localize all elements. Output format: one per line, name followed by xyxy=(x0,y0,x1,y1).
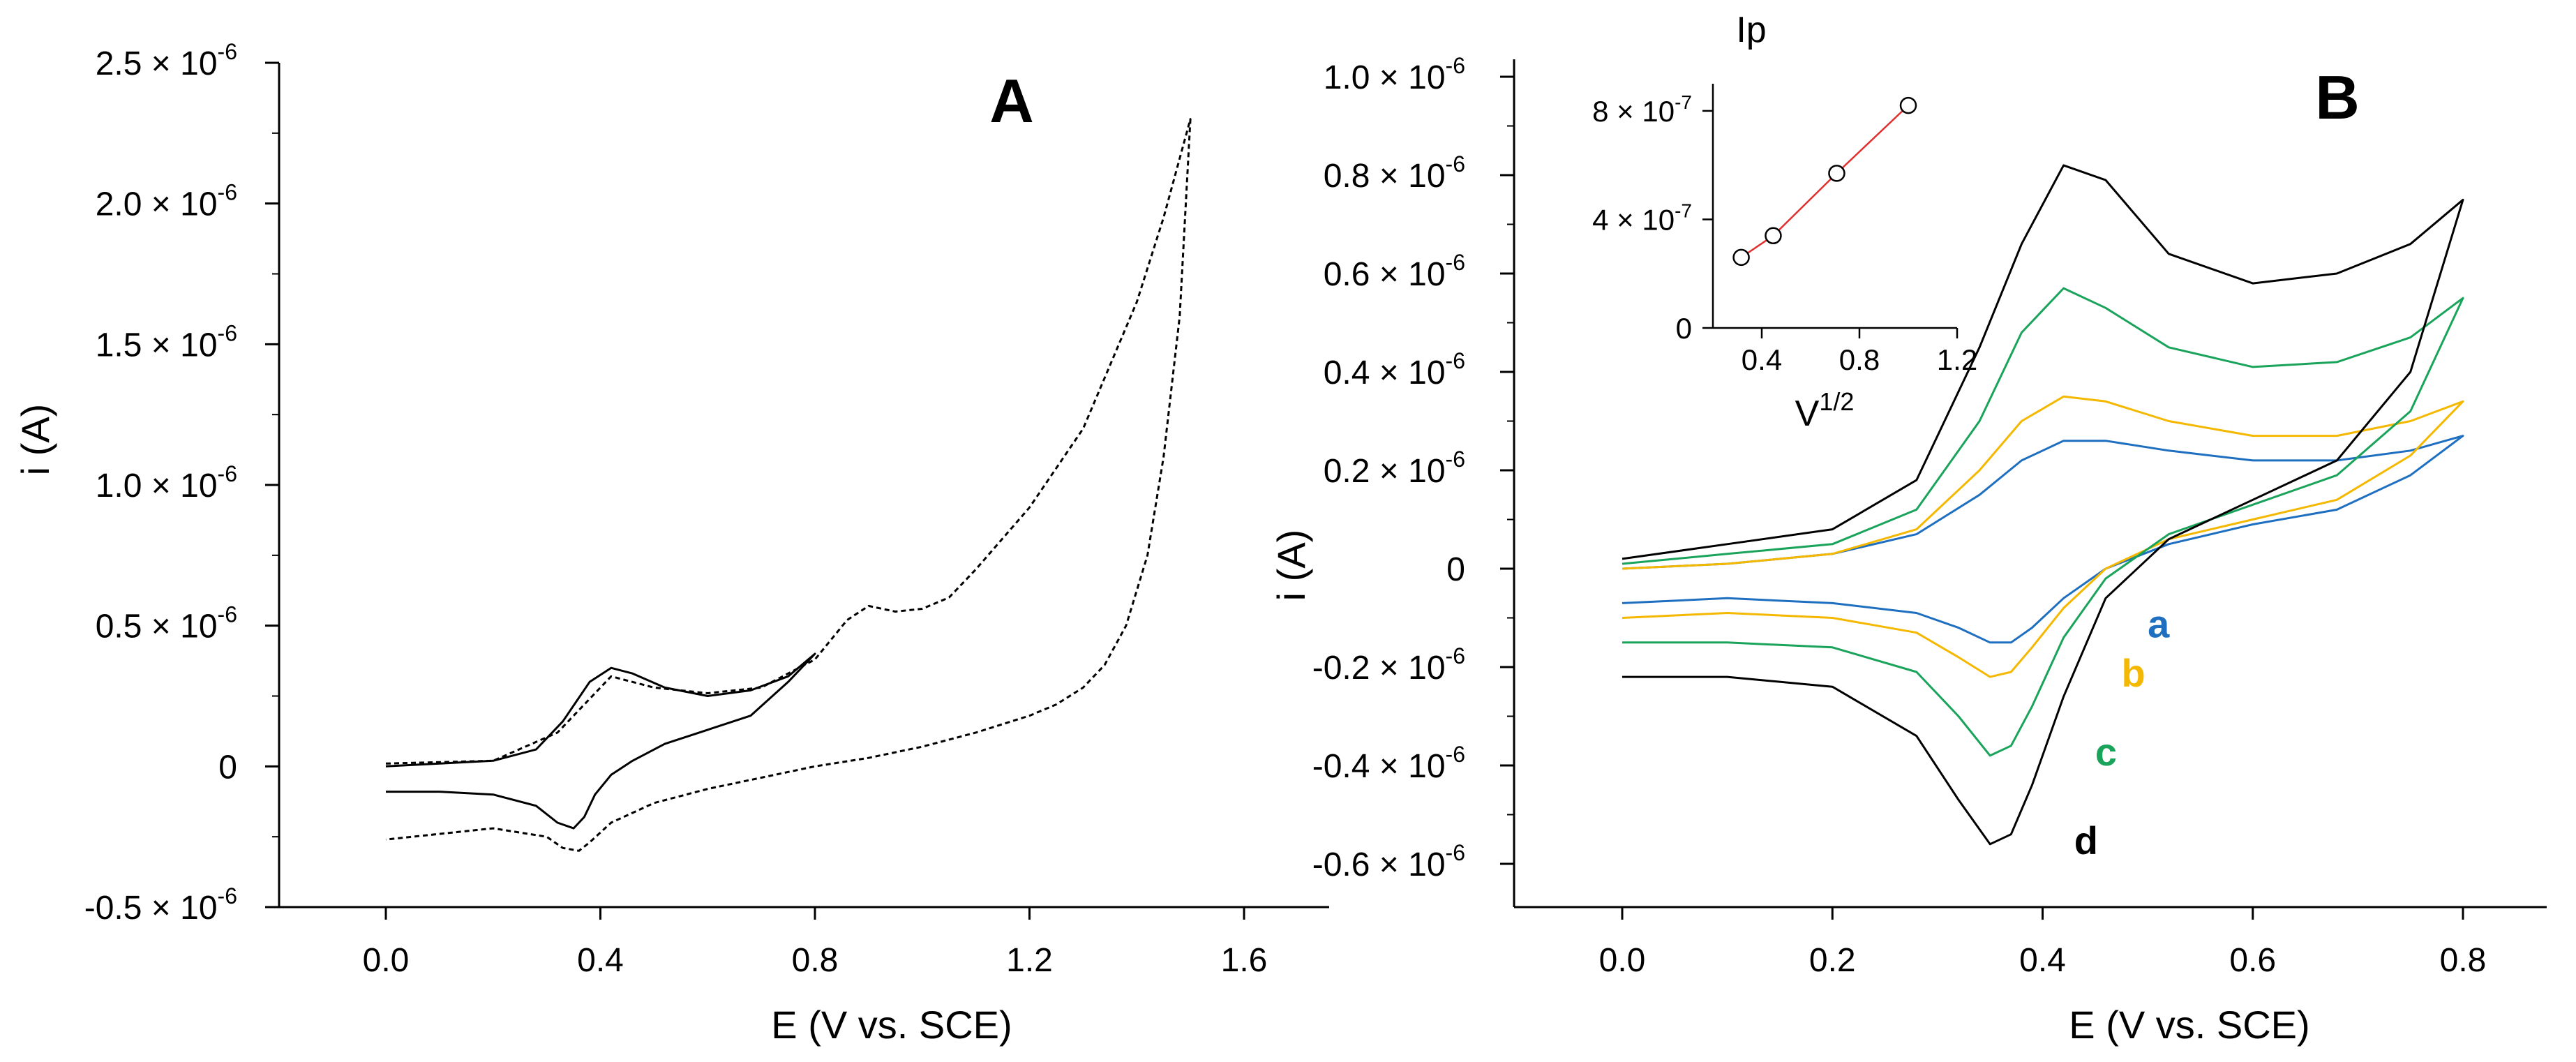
y-tick-label-a-exp: -6 xyxy=(218,39,237,64)
y-tick-label-a-exp: -6 xyxy=(218,883,237,908)
y-tick-label-b-exp: -6 xyxy=(1446,53,1465,78)
inset-title: Ip xyxy=(1736,10,1766,50)
x-tick-label-a: 0.4 xyxy=(577,942,624,979)
inset-data-point xyxy=(1732,248,1750,267)
x-axis-title-b: E (V vs. SCE) xyxy=(2069,1003,2309,1047)
y-tick-label-b-base: -0.2 × 10 xyxy=(1312,650,1446,687)
y-tick-label-b: 0.6 × 10-6 xyxy=(1324,250,1465,293)
series-line-a-2 xyxy=(385,118,1192,852)
panel-label-b: B xyxy=(2315,63,2360,132)
y-tick-label-a: 1.0 × 10-6 xyxy=(96,461,237,504)
y-tick-label-b: 0 xyxy=(1446,551,1465,588)
y-tick-label-b-base: 0.4 × 10 xyxy=(1324,354,1446,391)
x-tick-label-b: 0.6 xyxy=(2229,942,2276,979)
curve-label-d: d xyxy=(2074,818,2098,862)
inset-data-point xyxy=(1765,227,1782,245)
y-tick-label-b: -0.2 × 10-6 xyxy=(1312,643,1465,687)
y-tick-label-b-base: -0.4 × 10 xyxy=(1312,748,1446,785)
y-axis-title-b: i (A) xyxy=(1269,530,1313,601)
inset-y-tick-label: 0 xyxy=(1676,312,1692,345)
series-line-d xyxy=(1622,164,2464,846)
x-axis-title-a: E (V vs. SCE) xyxy=(771,1003,1012,1047)
y-tick-label-a: 0.5 × 10-6 xyxy=(96,602,237,645)
y-tick-label-b-base: 1.0 × 10 xyxy=(1324,59,1446,96)
curve-label-a: a xyxy=(2148,602,2170,646)
y-tick-label-a: -0.5 × 10-6 xyxy=(84,883,237,927)
inset-data-point xyxy=(1899,96,1917,114)
chart-panel-a: -0.5 × 10-600.5 × 10-61.0 × 10-61.5 × 10… xyxy=(13,39,1329,1047)
y-tick-label-a: 1.5 × 10-6 xyxy=(96,320,237,364)
series-line-a-1 xyxy=(385,652,816,830)
inset-y-tick-label-exp: -7 xyxy=(1675,200,1692,221)
x-tick-label-b: 0.4 xyxy=(2019,942,2066,979)
y-axis-title-a: i (A) xyxy=(13,404,57,476)
inset-fit-line xyxy=(1740,105,1909,258)
inset-y-tick-label: 4 × 10-7 xyxy=(1592,200,1692,236)
y-tick-label-a: 0 xyxy=(218,749,237,786)
y-tick-label-b-exp: -6 xyxy=(1446,250,1465,275)
curve-label-b: b xyxy=(2121,651,2145,695)
y-tick-label-a: 2.5 × 10-6 xyxy=(96,39,237,82)
inset-x-axis-title-sup: 1/2 xyxy=(1819,387,1854,416)
inset-x-axis-title: V1/2 xyxy=(1795,387,1855,434)
y-tick-label-a: 2.0 × 10-6 xyxy=(96,180,237,223)
series-line-a xyxy=(1622,435,2464,644)
y-tick-label-b-base: -0.6 × 10 xyxy=(1312,846,1446,883)
y-tick-label-b: -0.4 × 10-6 xyxy=(1312,742,1465,785)
series-line-b xyxy=(1622,395,2464,678)
inset-x-tick-label: 0.4 xyxy=(1742,343,1782,376)
y-tick-label-a-base: 2.5 × 10 xyxy=(96,45,218,82)
y-tick-label-b-exp: -6 xyxy=(1446,742,1465,767)
chart-panel-b: -0.6 × 10-6-0.4 × 10-6-0.2 × 10-600.2 × … xyxy=(1269,10,2547,1047)
y-tick-label-a-exp: -6 xyxy=(218,602,237,627)
y-tick-label-a-exp: -6 xyxy=(218,320,237,345)
y-tick-label-b-exp: -6 xyxy=(1446,447,1465,472)
y-tick-label-a-base: 0.5 × 10 xyxy=(96,608,218,645)
inset-y-tick-label-base: 4 × 10 xyxy=(1592,203,1675,236)
y-tick-label-a-exp: -6 xyxy=(218,180,237,205)
inset-data-point xyxy=(1828,165,1845,182)
y-tick-label-b-base: 0.2 × 10 xyxy=(1324,453,1446,490)
x-tick-label-a: 1.2 xyxy=(1006,942,1053,979)
panel-label-a: A xyxy=(989,66,1034,135)
inset-y-tick-label-base: 0 xyxy=(1676,312,1692,345)
y-tick-label-a-base: 1.0 × 10 xyxy=(96,468,218,504)
x-tick-label-a: 0.0 xyxy=(363,942,410,979)
inset-x-tick-label: 0.8 xyxy=(1839,343,1880,376)
y-tick-label-b-base: 0.8 × 10 xyxy=(1324,158,1446,195)
y-tick-label-b-base: 0 xyxy=(1446,551,1465,588)
y-tick-label-a-base: 0 xyxy=(218,749,237,786)
y-tick-label-b: 0.8 × 10-6 xyxy=(1324,151,1465,195)
y-tick-label-b-exp: -6 xyxy=(1446,348,1465,373)
series-line-c xyxy=(1622,287,2464,757)
y-tick-label-b: 1.0 × 10-6 xyxy=(1324,53,1465,96)
y-tick-label-a-base: 1.5 × 10 xyxy=(96,327,218,364)
y-tick-label-b-exp: -6 xyxy=(1446,643,1465,668)
inset-x-tick-label: 1.2 xyxy=(1937,343,1977,376)
y-tick-label-b-exp: -6 xyxy=(1446,151,1465,177)
inset-y-tick-label: 8 × 10-7 xyxy=(1592,91,1692,128)
x-tick-label-b: 0.8 xyxy=(2440,942,2487,979)
y-tick-label-b-exp: -6 xyxy=(1446,840,1465,865)
x-tick-label-a: 1.6 xyxy=(1221,942,1268,979)
y-tick-label-a-exp: -6 xyxy=(218,461,237,486)
y-tick-label-a-base: 2.0 × 10 xyxy=(96,186,218,223)
x-tick-label-a: 0.8 xyxy=(792,942,839,979)
inset-y-tick-label-exp: -7 xyxy=(1675,91,1692,113)
inset-x-axis-title-base: V xyxy=(1795,394,1820,434)
y-tick-label-b: 0.4 × 10-6 xyxy=(1324,348,1465,391)
y-tick-label-b: -0.6 × 10-6 xyxy=(1312,840,1465,883)
y-tick-label-b: 0.2 × 10-6 xyxy=(1324,447,1465,490)
inset-y-tick-label-base: 8 × 10 xyxy=(1592,95,1675,128)
y-tick-label-a-base: -0.5 × 10 xyxy=(84,890,218,927)
y-tick-label-b-base: 0.6 × 10 xyxy=(1324,256,1446,293)
x-tick-label-b: 0.2 xyxy=(1809,942,1856,979)
inset-chart: 04 × 10-78 × 10-7 0.4 0.8 1.2 Ip V1/2 xyxy=(1592,10,1977,434)
curve-label-c: c xyxy=(2095,730,2117,774)
x-tick-label-b: 0.0 xyxy=(1599,942,1646,979)
